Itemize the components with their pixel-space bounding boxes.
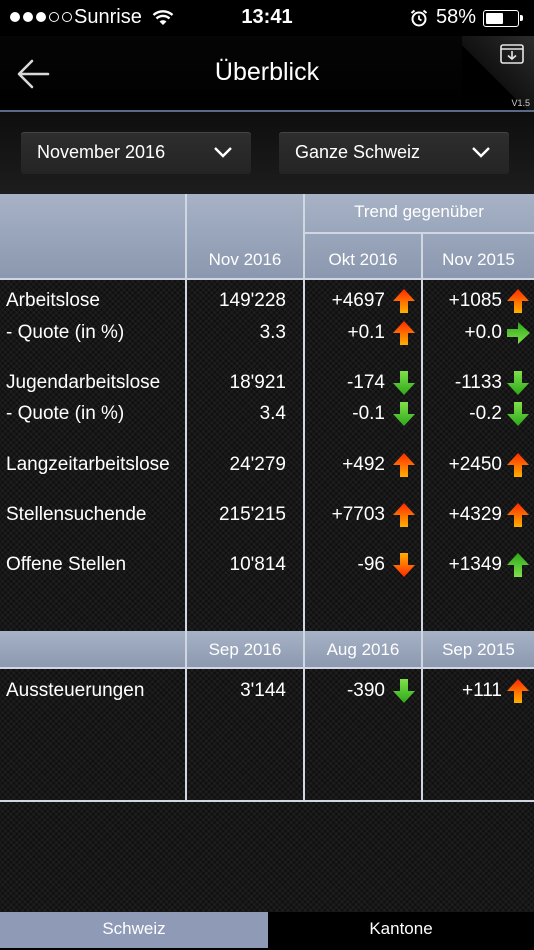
version-label: V1.5 [511,98,530,108]
trend-value: +4329 [448,504,502,525]
arrow-up-icon [507,289,529,313]
trend-value: +0.1 [347,322,385,343]
divider [185,194,187,631]
trend-value: +7703 [331,504,385,525]
column-header: Okt 2016 [328,250,398,269]
divider [421,232,423,631]
period-select[interactable]: November 2016 [21,132,251,174]
row-value: 149'228 [218,290,286,311]
secondary-table: Sep 2016 Aug 2016 Sep 2015 Aussteuerunge… [0,631,534,802]
trend-value: -174 [346,372,385,393]
arrow-up-icon [393,453,415,477]
arrow-right-icon [507,322,530,344]
arrow-down-icon [507,402,529,426]
row-label: Stellensuchende [6,504,147,525]
trend-value: +1349 [448,554,502,575]
back-arrow-icon[interactable] [14,54,54,94]
row-value: 3.3 [259,322,286,343]
trend-value: +2450 [448,454,502,475]
battery-icon [483,10,523,27]
divider [421,631,423,802]
main-table-header [0,194,534,280]
page-title: Überblick [214,58,320,86]
row-value: 3.4 [259,403,286,424]
column-header: Sep 2015 [442,640,515,659]
row-value: 215'215 [218,504,286,525]
trend-value: -0.2 [469,403,502,424]
row-label: Jugendarbeitslose [6,372,161,393]
download-icon[interactable] [500,44,524,64]
arrow-down-icon [507,371,529,395]
row-label: Arbeitslose [6,290,100,311]
status-bar: Sunrise 13:41 58% [0,0,534,36]
main-table: Trend gegenüber Nov 2016 Okt 2016 Nov 20… [0,194,534,631]
tab-bar: Schweiz Kantone [0,912,534,950]
chevron-down-icon [214,147,232,158]
row-label: - Quote (in %) [6,322,125,343]
wifi-icon [152,10,174,25]
divider [303,631,305,802]
row-value: 18'921 [229,372,286,393]
arrow-down-icon [393,371,415,395]
trend-value: -1133 [454,372,502,393]
arrow-down-icon [393,402,415,426]
arrow-up-icon [393,503,415,527]
arrow-down-icon [393,679,415,703]
trend-value: -0.1 [352,403,385,424]
region-select-value: Ganze Schweiz [295,142,421,162]
trend-value: -96 [357,554,385,575]
trend-header: Trend gegenüber [354,202,484,221]
status-time: 13:41 [241,6,293,28]
period-select-value: November 2016 [37,142,166,162]
chevron-down-icon [472,147,490,158]
arrow-up-icon [507,503,529,527]
trend-value: +1085 [448,290,502,311]
trend-value: +111 [462,680,502,701]
divider [0,667,534,669]
nav-bar: Überblick V1.5 [0,36,534,112]
column-header: Sep 2016 [208,640,282,659]
row-label: - Quote (in %) [6,403,125,424]
row-label: Offene Stellen [6,554,127,575]
trend-value: +4697 [331,290,385,311]
tab-kantone[interactable]: Kantone [369,919,433,938]
arrow-up-icon [393,289,415,313]
divider [0,278,534,280]
arrow-up-icon [507,679,529,703]
column-header: Nov 2015 [442,250,515,269]
trend-value: -390 [346,680,385,701]
row-label: Aussteuerungen [6,680,145,701]
divider [304,232,534,234]
column-header: Nov 2016 [208,250,282,269]
page-curl: V1.5 [462,36,534,110]
secondary-table-header [0,631,534,669]
divider [0,800,534,802]
arrow-up-icon [507,553,529,577]
carrier-name: Sunrise [74,6,142,28]
alarm-icon [410,9,428,27]
region-select[interactable]: Ganze Schweiz [279,132,509,174]
arrow-up-icon [393,321,415,345]
row-value: 3'144 [240,680,286,701]
battery-percent: 58% [436,6,477,28]
arrow-up-icon [507,453,529,477]
row-value: 10'814 [229,554,286,575]
filter-bar: November 2016 Ganze Schweiz [0,112,534,194]
trend-value: +492 [342,454,385,475]
arrow-down-icon [393,553,415,577]
row-label: Langzeitarbeitslose [6,454,170,475]
row-value: 24'279 [229,454,286,475]
divider [303,194,305,631]
trend-value: +0.0 [464,322,502,343]
empty-area [0,802,534,912]
signal-icon [10,12,72,22]
column-header: Aug 2016 [326,640,400,659]
divider [185,631,187,802]
tab-schweiz[interactable]: Schweiz [0,912,268,948]
